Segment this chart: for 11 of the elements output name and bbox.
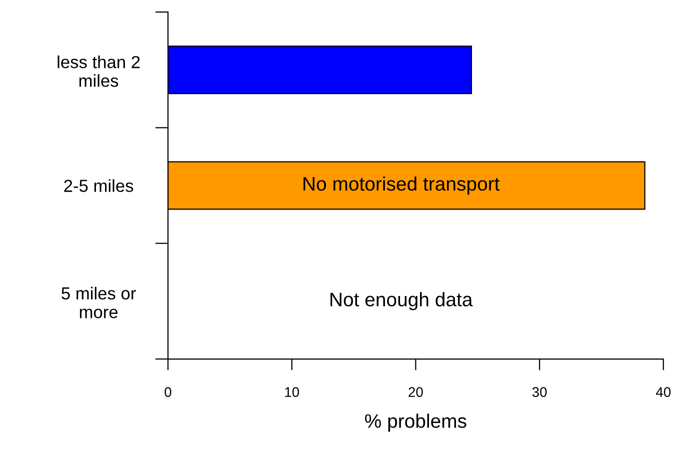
x-tick-label: 40	[656, 387, 671, 397]
x-axis-title: % problems	[365, 414, 466, 432]
annotation: No motorised transport	[304, 176, 500, 195]
x-tick-label: 30	[532, 387, 547, 397]
x-tick-label: 10	[285, 387, 300, 397]
y-tick-label: 5 miles or more	[62, 286, 136, 318]
x-tick-label: 20	[408, 387, 423, 397]
annotation: Not enough data	[330, 292, 473, 310]
y-tick-label: 2-5 miles	[64, 179, 134, 192]
x-tick-label: 0	[164, 387, 172, 397]
y-tick-label: less than 2 miles	[58, 55, 140, 87]
